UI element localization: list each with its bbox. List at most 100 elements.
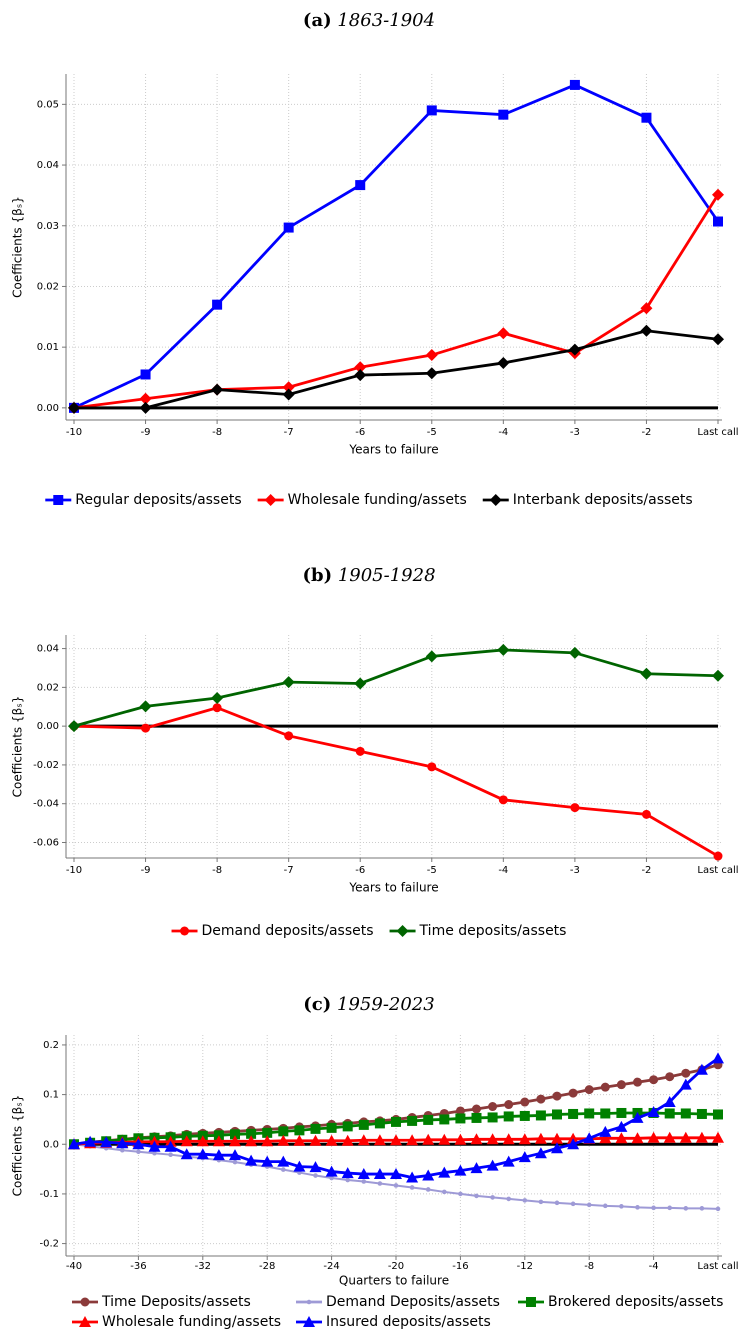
panel-label: (c) <box>303 994 331 1015</box>
x-tick-label: Last call <box>697 427 738 438</box>
marker <box>120 1147 125 1153</box>
x-tick-label: -4 <box>498 427 508 438</box>
marker <box>616 1080 626 1090</box>
marker <box>522 1198 528 1203</box>
x-tick-label: -28 <box>259 1261 275 1272</box>
marker <box>84 1135 97 1147</box>
marker <box>438 1166 451 1178</box>
marker <box>683 1206 689 1211</box>
marker <box>374 1118 385 1129</box>
x-tick-label: -6 <box>355 427 365 438</box>
marker <box>472 1104 481 1114</box>
legend-label: Interbank deposits/assets <box>513 492 693 508</box>
marker <box>506 1196 512 1202</box>
marker <box>68 401 80 414</box>
marker <box>695 1131 708 1143</box>
panel-label: (a) <box>303 10 332 31</box>
marker <box>633 1077 642 1087</box>
marker <box>569 79 580 90</box>
marker <box>423 1114 434 1125</box>
y-tick-label: 0.1 <box>43 1090 59 1101</box>
marker <box>665 1072 675 1082</box>
legend-item: Demand deposits/assets <box>171 923 374 939</box>
panel-period: 1905-1928 <box>338 565 436 586</box>
marker <box>679 1078 692 1090</box>
marker <box>663 1131 676 1143</box>
marker <box>486 1133 499 1145</box>
marker <box>584 1085 594 1095</box>
marker <box>281 1167 286 1172</box>
marker <box>487 1112 498 1123</box>
marker <box>583 1132 596 1144</box>
marker <box>651 1205 656 1211</box>
marker <box>497 643 510 656</box>
legend-label: Wholesale funding/assets <box>288 492 467 508</box>
series-line <box>73 194 720 410</box>
y-tick-label: 0.00 <box>37 721 59 732</box>
marker <box>641 112 652 123</box>
panel-title: (a) 1863-1904 <box>303 10 435 31</box>
legend-item: Time Deposits/assets <box>72 1294 251 1310</box>
marker <box>390 1168 402 1180</box>
panel-period: 1959-2023 <box>337 994 435 1015</box>
marker <box>293 1134 306 1146</box>
marker <box>455 1113 466 1124</box>
marker <box>631 1132 644 1144</box>
x-tick-label: -12 <box>517 1261 533 1272</box>
marker <box>647 1131 660 1143</box>
marker <box>212 299 223 310</box>
marker <box>136 1149 141 1155</box>
marker <box>474 1193 479 1199</box>
marker <box>695 1063 708 1075</box>
marker <box>635 1205 640 1210</box>
marker <box>140 369 151 380</box>
y-tick-label: 0.02 <box>37 682 59 693</box>
marker <box>407 1115 418 1126</box>
marker <box>391 1116 401 1127</box>
marker <box>245 1154 258 1166</box>
marker <box>79 1316 91 1327</box>
marker <box>277 1134 290 1146</box>
marker <box>567 1138 580 1150</box>
marker <box>679 1131 692 1143</box>
marker <box>454 1133 467 1145</box>
marker <box>212 703 222 713</box>
series-line <box>73 83 720 410</box>
marker <box>640 324 653 337</box>
marker <box>551 1132 563 1144</box>
legend-item: Brokered deposits/assets <box>518 1294 723 1310</box>
marker <box>631 1111 644 1123</box>
marker <box>377 1181 383 1186</box>
marker <box>282 381 295 394</box>
marker <box>599 1132 612 1144</box>
legend-item: Regular deposits/assets <box>45 492 242 508</box>
marker <box>373 1134 386 1146</box>
y-tick-label: 0.04 <box>37 644 59 655</box>
marker <box>303 1316 315 1327</box>
marker <box>282 676 295 689</box>
marker <box>325 1165 338 1177</box>
panel-period: 1863-1904 <box>337 10 435 31</box>
marker <box>358 1119 369 1130</box>
marker <box>619 1204 624 1209</box>
marker <box>536 1094 546 1104</box>
y-tick-label: 0.03 <box>37 221 59 232</box>
marker <box>310 1123 321 1134</box>
marker <box>641 809 651 819</box>
x-tick-label: -8 <box>212 427 222 438</box>
marker <box>600 1082 610 1092</box>
marker <box>341 1134 354 1146</box>
marker <box>180 926 190 936</box>
marker <box>471 1112 482 1123</box>
legend-label: Time deposits/assets <box>419 923 567 939</box>
x-tick-label: -4 <box>498 865 508 876</box>
marker <box>713 1109 723 1120</box>
marker <box>586 1202 592 1208</box>
marker <box>341 1167 354 1179</box>
marker <box>357 1168 370 1180</box>
marker <box>455 1106 465 1116</box>
x-tick-label: -6 <box>355 865 365 876</box>
legend-label: Insured deposits/assets <box>326 1314 491 1330</box>
marker <box>518 1151 531 1163</box>
marker <box>489 494 502 506</box>
